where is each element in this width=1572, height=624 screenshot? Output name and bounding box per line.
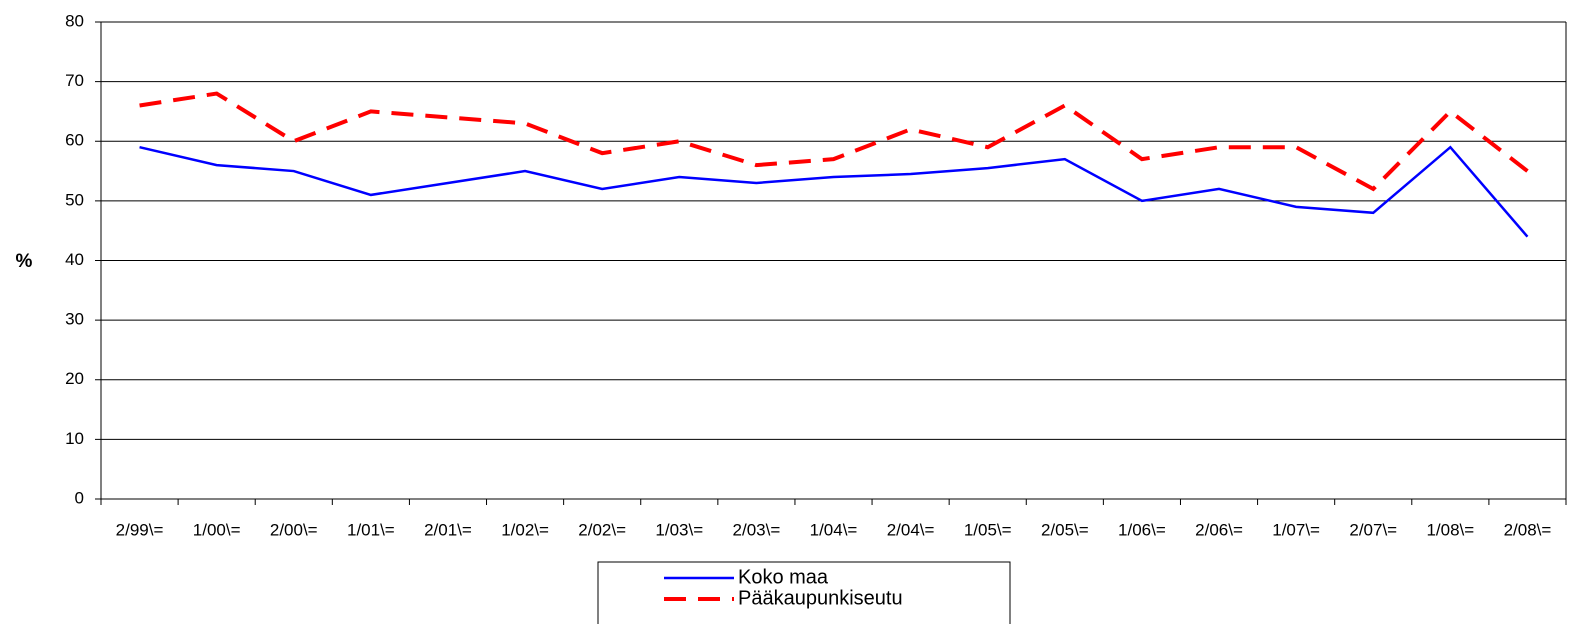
- x-tick-label: 1/04\=: [810, 520, 858, 539]
- y-tick-label: 40: [65, 250, 84, 269]
- x-tick-label: 2/03\=: [733, 520, 781, 539]
- x-tick-label: 2/08\=: [1504, 520, 1552, 539]
- x-tick-label: 1/05\=: [964, 520, 1012, 539]
- x-tick-label: 2/05\=: [1041, 520, 1089, 539]
- x-tick-label: 2/04\=: [887, 520, 935, 539]
- x-tick-label: 2/99\=: [116, 520, 164, 539]
- y-tick-label: 70: [65, 71, 84, 90]
- x-tick-label: 2/00\=: [270, 520, 318, 539]
- x-tick-label: 1/06\=: [1118, 520, 1166, 539]
- legend-label: Pääkaupunkiseutu: [738, 587, 903, 609]
- legend-label: Koko maa: [738, 566, 829, 588]
- series-line: [139, 91, 1529, 192]
- x-tick-label: 1/03\=: [655, 520, 703, 539]
- y-tick-label: 60: [65, 131, 84, 150]
- x-tick-label: 1/02\=: [501, 520, 549, 539]
- x-tick-label: 2/07\=: [1349, 520, 1397, 539]
- legend-box: [597, 561, 1011, 624]
- x-tick-label: 1/00\=: [193, 520, 241, 539]
- y-tick-label: 10: [65, 429, 84, 448]
- x-tick-label: 2/06\=: [1195, 520, 1243, 539]
- y-tick-label: 20: [65, 369, 84, 388]
- x-tick-label: 1/07\=: [1272, 520, 1320, 539]
- x-tick-label: 1/01\=: [347, 520, 395, 539]
- x-tick-label: 2/01\=: [424, 520, 472, 539]
- y-tick-label: 30: [65, 310, 84, 329]
- y-tick-label: 80: [65, 11, 84, 30]
- y-axis-label: %: [16, 251, 33, 272]
- x-tick-label: 2/02\=: [578, 520, 626, 539]
- series-line: [139, 145, 1529, 238]
- y-tick-label: 0: [75, 488, 84, 507]
- y-tick-label: 50: [65, 190, 84, 209]
- x-tick-label: 1/08\=: [1426, 520, 1474, 539]
